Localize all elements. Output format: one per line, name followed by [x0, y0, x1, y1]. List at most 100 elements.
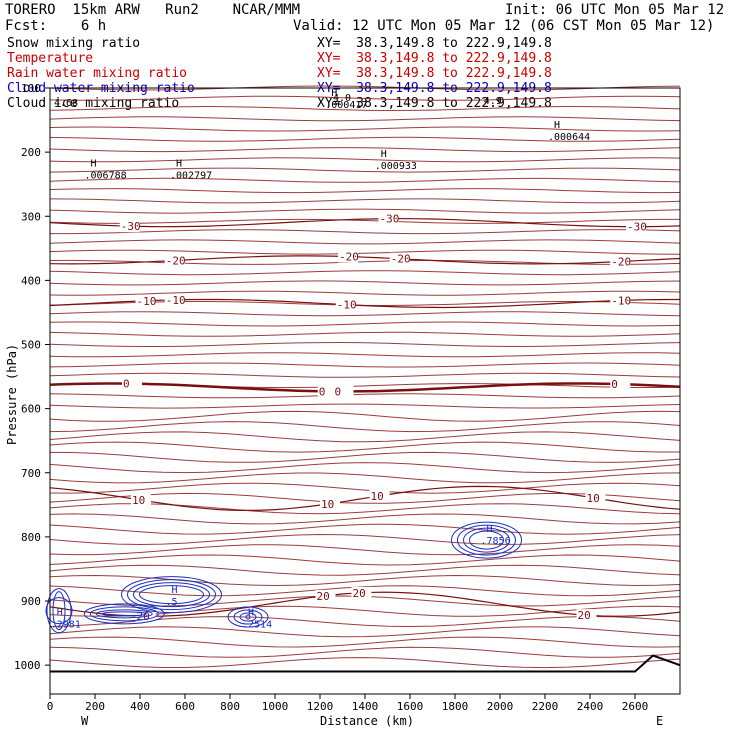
- contour-label-bg: [131, 493, 151, 506]
- cloud-water-contour: [101, 611, 147, 617]
- max-value: .5: [166, 597, 178, 608]
- contour-line: [49, 239, 681, 245]
- max-value: .000644: [548, 132, 590, 143]
- field-xy-2: XY= 38.3,149.8 to 222.9,149.8: [317, 66, 552, 81]
- contour-line: [49, 523, 681, 535]
- contour-line: [49, 431, 681, 443]
- cloud-water-contour: [469, 530, 504, 550]
- contour-label-bg: [610, 294, 631, 307]
- contour-label: -30: [380, 213, 400, 226]
- x-axis-label: Distance (km): [320, 714, 414, 728]
- contour-line: [49, 554, 681, 566]
- cloud-water-contour: [133, 582, 210, 608]
- contour-label: -20: [166, 255, 186, 268]
- contour-label-bg: [335, 298, 356, 311]
- contour-line: [49, 533, 681, 546]
- contour-label: 10: [587, 492, 600, 505]
- contour-line: [49, 116, 681, 122]
- max-value: .7856: [481, 536, 511, 547]
- contour-line: [49, 626, 681, 638]
- contour-label-bg: [369, 490, 390, 503]
- contour-label: -10: [611, 294, 631, 307]
- contour-label: 10: [321, 498, 334, 511]
- contour-label-bg: [338, 250, 358, 263]
- max-marker: H: [487, 524, 493, 535]
- y-tick-label: 700: [21, 467, 41, 480]
- contour-label-bg: [122, 377, 142, 390]
- contour-label-bg: [610, 255, 631, 268]
- cloud-water-contour: [83, 603, 165, 625]
- contour-line: [50, 229, 681, 235]
- contour-label: -30: [121, 220, 141, 233]
- forecast-hour: Fcst: 6 h: [5, 18, 107, 34]
- contour-line: [49, 208, 681, 214]
- max-marker: H: [331, 88, 337, 99]
- contour-label: 0: [611, 378, 618, 391]
- cloud-water-contour: [52, 591, 66, 631]
- cloud-water-contour: [245, 614, 251, 620]
- contour-label-bg: [389, 252, 410, 265]
- contour-label: 0: [335, 385, 342, 398]
- x-tick-label: 1000: [262, 700, 289, 713]
- max-marker: H: [248, 607, 254, 618]
- contour-line: [49, 147, 681, 153]
- contour-line: [49, 451, 681, 463]
- y-tick-label: 900: [21, 595, 41, 608]
- x-right-endpoint: E: [656, 714, 664, 728]
- contour-label: -30: [627, 221, 647, 234]
- contour-label: -20: [611, 256, 631, 269]
- field-xy-1: XY= 38.3,149.8 to 222.9,149.8: [317, 51, 552, 66]
- contour-label-bg: [119, 220, 140, 233]
- contour-line: [49, 352, 681, 358]
- contour-label: 10: [371, 490, 384, 503]
- cloud-water-contour: [139, 585, 204, 605]
- cloud-water-contour: [233, 609, 263, 625]
- contour-line: [49, 362, 681, 368]
- contour-label: -10: [337, 299, 357, 312]
- contour-line: [49, 482, 681, 494]
- contour-label-bg: [320, 497, 340, 510]
- contour-line: [49, 421, 681, 433]
- contour-line: [49, 126, 681, 132]
- max-marker: H: [91, 159, 97, 170]
- contour-label: 20: [578, 609, 591, 622]
- x-tick-label: 2600: [622, 700, 649, 713]
- y-axis-label: Pressure (hPa): [5, 343, 19, 445]
- contour-line: [49, 372, 681, 378]
- max-value: .000417: [325, 100, 367, 111]
- contour-line: [49, 585, 681, 597]
- contour-line: [49, 290, 681, 296]
- edge-label: 4.0: [333, 93, 351, 104]
- cloud-water-contour: [89, 606, 159, 622]
- contour-line: [49, 472, 681, 484]
- contour-line: [49, 462, 681, 474]
- temperature-contour: [49, 218, 681, 228]
- contour-label-bg: [610, 378, 631, 391]
- contour-line: [49, 441, 680, 453]
- y-tick-label: 300: [21, 210, 41, 223]
- max-marker: H: [176, 159, 182, 170]
- contour-line: [49, 492, 681, 504]
- contour-label-bg: [351, 586, 372, 599]
- contour-line: [49, 513, 681, 525]
- cloud-water-contour: [463, 527, 510, 553]
- contour-line: [49, 198, 681, 204]
- contour-line: [49, 85, 681, 91]
- temperature-contour: [49, 255, 681, 265]
- y-tick-label: 200: [21, 146, 41, 159]
- field-xy-0: XY= 38.3,149.8 to 222.9,149.8: [317, 36, 552, 51]
- x-tick-label: 1200: [307, 700, 334, 713]
- contour-line: [49, 280, 681, 286]
- contour-line: [49, 321, 681, 327]
- max-value: .2514: [242, 619, 272, 630]
- max-value: .000933: [375, 161, 417, 172]
- max-value: .002797: [170, 171, 212, 182]
- x-tick-label: 1600: [397, 700, 424, 713]
- contour-line: [49, 270, 681, 276]
- x-tick-label: 2400: [577, 700, 604, 713]
- y-tick-label: 600: [21, 403, 41, 416]
- max-value: .2981: [51, 619, 81, 630]
- temperature-contour: [49, 485, 681, 511]
- contour-label: 0: [319, 385, 326, 398]
